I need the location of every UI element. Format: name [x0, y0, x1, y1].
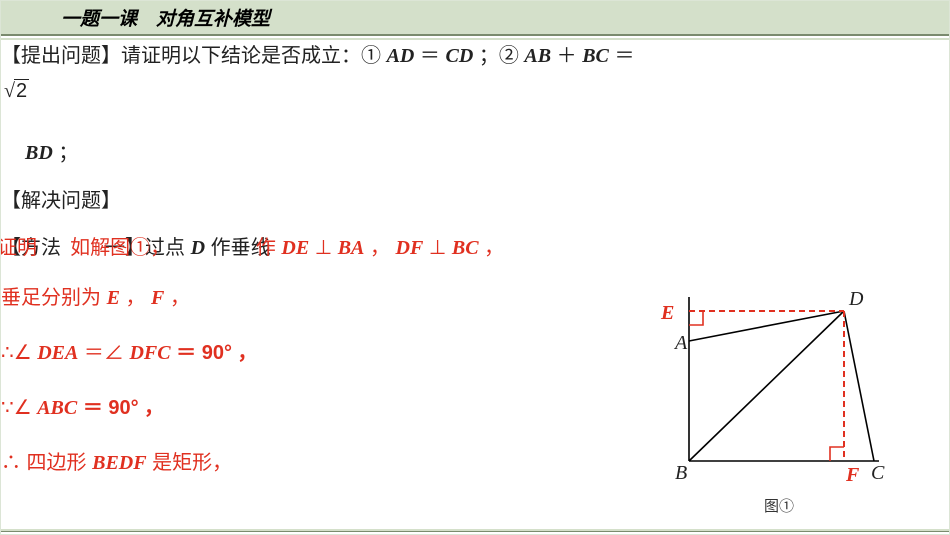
separator: ；② [479, 45, 519, 67]
var-BC: BC [452, 237, 479, 259]
comma: ， [370, 237, 390, 259]
text: 证明 [0, 237, 37, 259]
var-AB: AB [524, 45, 551, 67]
therefore-rect: ∴ 四边形 BEDF 是矩形， [1, 446, 232, 475]
header-bar: 一题一课 对角互补模型 [1, 1, 949, 36]
problem-line-1: 【提出问题】请证明以下结论是否成立：① AD ＝ CD ；② AB ＋ BC ＝ [1, 36, 881, 76]
comma: ， [125, 287, 151, 309]
geometry-diagram: A B C D E F 图① [649, 241, 909, 521]
var-DF: DF [396, 237, 424, 259]
var-BA: BA [338, 237, 365, 259]
label-D: D [848, 288, 864, 310]
var-DFC: DFC [129, 342, 170, 364]
angle-equal-90: ∴∠ DEA ＝∠ DFC ＝ 90° ， [1, 336, 258, 365]
var-DEA: DEA [37, 342, 78, 364]
equals-90: ＝ 90° ， [83, 397, 164, 419]
text: 【解决问题】 [1, 190, 121, 212]
foot-points: 垂足分别为 E ， F ， [1, 281, 190, 310]
comma: ， [484, 237, 504, 259]
diagram-caption: 图① [649, 495, 909, 516]
plus: ＋ [557, 45, 583, 67]
text: 是矩形， [152, 452, 232, 474]
perp-icon: ⊥ [429, 237, 446, 259]
page: 一题一课 对角互补模型 【提出问题】请证明以下结论是否成立：① AD ＝ CD … [0, 0, 950, 535]
equals-angle: ＝∠ [84, 342, 124, 364]
label-A: A [673, 332, 688, 354]
var-BD: BD [25, 142, 53, 164]
solve-heading: 【解决问题】 [1, 184, 121, 213]
label-C: C [871, 462, 885, 484]
text: 垂足分别为 [1, 287, 107, 309]
semicolon: ； [58, 142, 78, 164]
var-BC: BC [582, 45, 609, 67]
sqrt-icon: 2 [1, 80, 29, 103]
label-F: F [845, 464, 860, 486]
var-ABC: ABC [37, 397, 77, 419]
equals-90: ＝ 90° ， [176, 342, 257, 364]
bottom-rule [1, 529, 949, 532]
comma: ， [170, 287, 190, 309]
perp-icon: ⊥ [315, 237, 332, 259]
header-title: 一题一课 对角互补模型 [61, 4, 270, 31]
text: ∴ 四边形 [1, 452, 92, 474]
label-B: B [675, 462, 687, 484]
var-BEDF: BEDF [92, 452, 146, 474]
because-abc: ∵∠ ABC ＝ 90° ， [1, 391, 164, 420]
content-area: 【提出问题】请证明以下结论是否成立：① AD ＝ CD ；② AB ＋ BC ＝… [1, 36, 949, 527]
label-E: E [660, 302, 674, 324]
equals: ＝ [614, 45, 634, 67]
text: 【提出问题】请证明以下结论是否成立：① [1, 45, 381, 67]
text: 作 [256, 237, 276, 259]
bd-line: BD ； [25, 136, 78, 165]
sqrt-2: 2 [1, 80, 29, 103]
var-AD: AD [387, 45, 415, 67]
diagram-svg: A B C D E F [649, 241, 909, 491]
text: 如解图①， [70, 237, 170, 259]
therefore-icon: ∴∠ [1, 342, 32, 364]
var-F: F [151, 287, 164, 309]
radicand: 2 [14, 79, 29, 102]
var-E: E [107, 287, 120, 309]
because-icon: ∵∠ [1, 397, 32, 419]
red-layer: 证明 如解图①， 作 DE ⊥ BA ， DF ⊥ BC ， [0, 231, 504, 260]
var-DE: DE [281, 237, 309, 259]
equals: ＝ [420, 45, 446, 67]
var-CD: CD [445, 45, 473, 67]
